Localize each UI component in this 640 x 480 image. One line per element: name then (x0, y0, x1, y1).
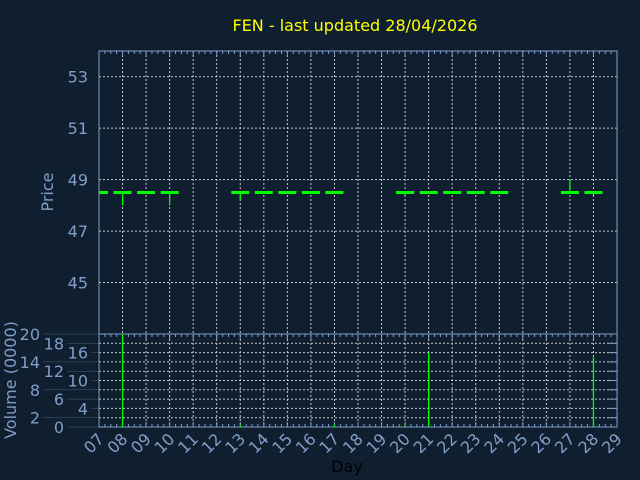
volume-tick-label: 8 (30, 381, 40, 400)
candle (137, 191, 156, 194)
volume-tick-label: 16 (68, 344, 88, 363)
candle (584, 191, 603, 196)
volume-tick-label: 6 (54, 390, 64, 409)
price-tick-label: 49 (68, 171, 88, 190)
grid (99, 51, 617, 427)
candle (443, 191, 462, 194)
candle (490, 191, 509, 194)
candle (278, 191, 297, 194)
candle (466, 191, 485, 194)
price-tick-label: 51 (68, 119, 88, 138)
candle-body (99, 191, 108, 194)
price-tick-label: 45 (68, 274, 88, 293)
volume-tick-label: 0 (54, 418, 64, 437)
candle-body (137, 191, 156, 194)
price-axis-label: Price (38, 172, 57, 211)
candle-body (490, 191, 509, 194)
price-tick-label: 53 (68, 68, 88, 87)
x-tick-label: 29 (598, 429, 626, 457)
volume-tick-label: 18 (44, 334, 64, 353)
candle-body (301, 191, 320, 194)
candle (254, 191, 273, 194)
candles (99, 179, 603, 427)
candle (301, 191, 320, 194)
candle-body (584, 191, 603, 194)
volume-tick-label: 4 (78, 399, 88, 418)
volume-tick-label: 2 (30, 409, 40, 428)
candle-body (231, 191, 250, 194)
candle (325, 191, 344, 194)
volume-axis-label: Volume (0000) (1, 321, 20, 439)
candle-body (278, 191, 297, 194)
candle (396, 191, 415, 196)
candle (231, 191, 250, 201)
chart-title: FEN - last updated 28/04/2026 (232, 16, 477, 35)
candle (113, 191, 132, 206)
volume-tick-label: 10 (68, 372, 88, 391)
candle (99, 191, 108, 194)
candle (419, 191, 438, 194)
candle (160, 191, 179, 206)
axes (43, 50, 618, 428)
candle-body (396, 191, 415, 194)
candle-body (113, 191, 132, 194)
candle-body (443, 191, 462, 194)
candle-body (560, 191, 579, 194)
volume-tick-label: 20 (20, 325, 40, 344)
candle-body (160, 191, 179, 194)
volume-tick-label: 14 (20, 353, 40, 372)
volume-tick-label: 12 (44, 362, 64, 381)
price-tick-label: 47 (68, 222, 88, 241)
candle (560, 179, 579, 194)
candle-body (419, 191, 438, 194)
candle-body (325, 191, 344, 194)
candle-body (466, 191, 485, 194)
candle-body (254, 191, 273, 194)
x-axis-label: Day (331, 457, 363, 476)
